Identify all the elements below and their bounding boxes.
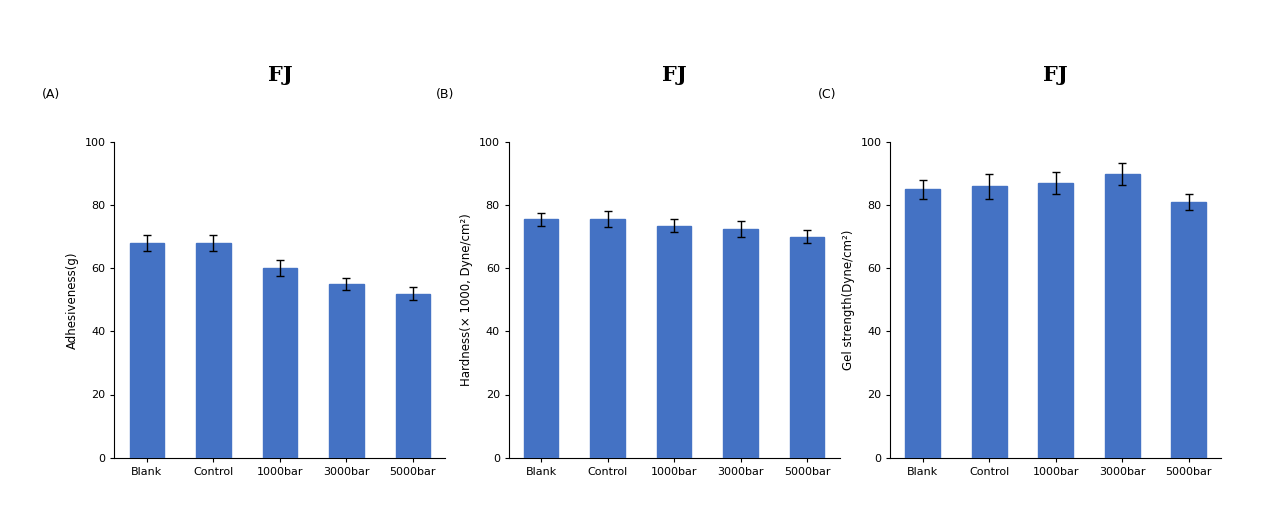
Y-axis label: Hardness(× 1000, Dyne/cm²): Hardness(× 1000, Dyne/cm²) bbox=[460, 214, 473, 386]
Bar bbox=[262, 268, 298, 458]
Y-axis label: Adhesiveness(g): Adhesiveness(g) bbox=[66, 251, 79, 349]
Text: (C): (C) bbox=[818, 88, 836, 101]
Text: (B): (B) bbox=[436, 88, 454, 101]
Text: (A): (A) bbox=[42, 88, 60, 101]
Text: FJ: FJ bbox=[661, 65, 687, 85]
Text: FJ: FJ bbox=[267, 65, 293, 85]
Bar bbox=[130, 243, 164, 458]
Y-axis label: Gel strength(Dyne/cm²): Gel strength(Dyne/cm²) bbox=[842, 230, 855, 370]
Bar bbox=[656, 226, 692, 458]
Bar bbox=[1038, 183, 1074, 458]
Bar bbox=[724, 229, 758, 458]
Text: FJ: FJ bbox=[1043, 65, 1068, 85]
Bar bbox=[329, 284, 364, 458]
Bar bbox=[906, 189, 940, 458]
Bar bbox=[1105, 174, 1140, 458]
Bar bbox=[590, 219, 625, 458]
Bar bbox=[524, 219, 558, 458]
Bar bbox=[196, 243, 230, 458]
Bar bbox=[972, 186, 1006, 458]
Bar bbox=[396, 294, 430, 458]
Bar bbox=[1172, 202, 1206, 458]
Bar bbox=[790, 237, 824, 458]
